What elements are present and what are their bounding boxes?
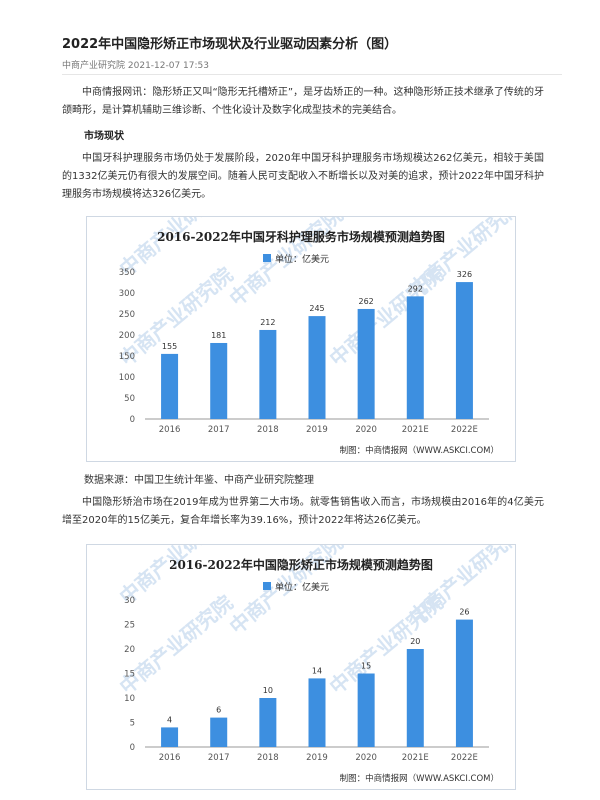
legend-label: 单位：亿美元 (275, 581, 329, 593)
market-paragraph: 中国牙科护理服务市场仍处于发展阶段，2020年中国牙科护理服务市场规模达262亿… (62, 153, 544, 200)
bar (455, 619, 473, 747)
bar (308, 678, 326, 747)
y-tick-label: 25 (124, 621, 135, 631)
data-label: 20 (410, 637, 420, 646)
y-tick-label: 300 (119, 289, 135, 299)
x-tick-label: 2017 (208, 425, 230, 435)
x-tick-label: 2020 (355, 753, 377, 763)
y-tick-label: 20 (124, 645, 135, 655)
x-tick-label: 2019 (306, 753, 328, 763)
chart-credit: 制图：中商情报网（WWW.ASKCI.COM） (340, 445, 499, 456)
y-tick-label: 150 (119, 352, 135, 362)
bar (259, 329, 277, 419)
x-tick-label: 2020 (355, 425, 377, 435)
x-tick-label: 2016 (159, 753, 181, 763)
bar (210, 717, 228, 747)
legend-swatch (263, 254, 271, 262)
aligner-market-chart: 中商产业研究院 中商产业研究院 中商产业研究院 中商产业研究院 中商产业研究院 2016-… (86, 544, 516, 790)
dental-market-chart: 中商产业研究院 中商产业研究院 中商产业研究院 中商产业研究院 中商产业研究院 2016-… (86, 216, 516, 462)
x-tick-label: 2019 (306, 425, 328, 435)
data-label: 292 (408, 284, 423, 293)
y-tick-label: 250 (119, 310, 135, 320)
bar (308, 316, 326, 419)
data-label: 212 (260, 318, 275, 327)
data-label: 326 (457, 270, 472, 279)
article-title: 2022年中国隐形矫正市场现状及行业驱动因素分析（图） (62, 37, 398, 52)
chart-title: 2016-2022年中国隐形矫正市场规模预测趋势图 (169, 557, 433, 572)
data-label: 245 (309, 304, 324, 313)
data-label: 262 (359, 297, 374, 306)
bar (161, 353, 179, 419)
article-date: 2021-12-07 17:53 (127, 61, 209, 71)
chart-title: 2016-2022年中国牙科护理服务市场规模预测趋势图 (157, 229, 445, 244)
y-tick-label: 100 (119, 373, 135, 383)
data-label: 6 (216, 706, 221, 715)
bar (455, 282, 473, 419)
x-tick-label: 2021E (402, 753, 429, 763)
data-label: 155 (162, 342, 177, 351)
bar (357, 308, 375, 419)
y-tick-label: 50 (124, 394, 135, 404)
x-tick-label: 2022E (451, 753, 478, 763)
x-tick-label: 2017 (208, 753, 230, 763)
y-tick-label: 5 (130, 719, 135, 729)
data-label: 181 (211, 331, 226, 340)
article-source-link[interactable]: 中商产业研究院 (62, 61, 126, 71)
y-tick-label: 15 (124, 670, 135, 680)
section-heading: 市场现状 (84, 131, 124, 142)
x-tick-label: 2018 (257, 753, 279, 763)
y-tick-label: 0 (130, 743, 135, 753)
y-tick-label: 30 (124, 596, 135, 606)
data-source-note: 数据来源：中国卫生统计年鉴、中商产业研究院整理 (84, 475, 314, 486)
x-tick-label: 2022E (451, 425, 478, 435)
bar (161, 727, 179, 747)
bar (357, 673, 375, 747)
bar (406, 649, 424, 747)
x-tick-label: 2021E (402, 425, 429, 435)
bar (259, 698, 277, 747)
data-label: 4 (167, 715, 172, 724)
intro-paragraph: 中商情报网讯：隐形矫正又叫“隐形无托槽矫正”，是牙齿矫正的一种。这种隐形矫正技术… (62, 87, 544, 116)
x-tick-label: 2016 (159, 425, 181, 435)
y-tick-label: 350 (119, 268, 135, 278)
aligner-market-chart-svg: 中商产业研究院中商产业研究院中商产业研究院中商产业研究院中商产业研究院2016-… (115, 545, 515, 784)
data-label: 14 (312, 666, 322, 675)
title-divider (62, 74, 562, 75)
bar (406, 296, 424, 419)
data-label: 26 (459, 608, 469, 617)
article-meta: 中商产业研究院 2021-12-07 17:53 (62, 58, 209, 71)
x-tick-label: 2018 (257, 425, 279, 435)
bar (210, 342, 228, 419)
legend-swatch (263, 582, 271, 590)
chart-credit: 制图：中商情报网（WWW.ASKCI.COM） (340, 773, 499, 784)
aligner-paragraph: 中国隐形矫治市场在2019年成为世界第二大市场。就零售销售收入而言，市场规模由2… (62, 497, 544, 526)
data-label: 10 (263, 686, 273, 695)
dental-market-chart-svg: 中商产业研究院中商产业研究院中商产业研究院中商产业研究院中商产业研究院2016-… (115, 217, 515, 456)
legend-label: 单位：亿美元 (275, 253, 329, 265)
y-tick-label: 200 (119, 331, 135, 341)
y-tick-label: 10 (124, 694, 135, 704)
data-label: 15 (361, 662, 371, 671)
y-tick-label: 0 (130, 415, 135, 425)
